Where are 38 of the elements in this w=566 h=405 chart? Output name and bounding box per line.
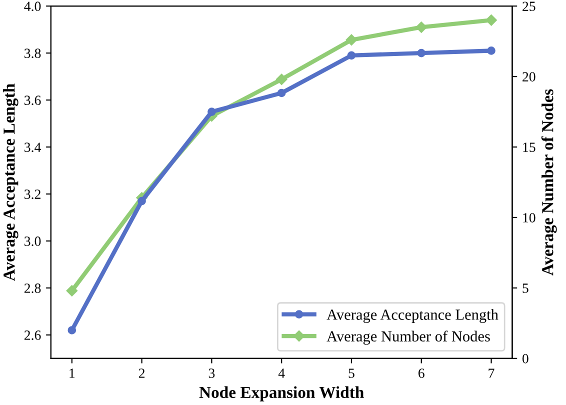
- x-tick-label: 3: [208, 368, 215, 378]
- point: [277, 88, 286, 98]
- x-axis-title: Node Expansion Width: [199, 386, 364, 402]
- x-tick-label: 1: [70, 368, 75, 378]
- y-tick-label: 3.2: [24, 190, 40, 200]
- x-tick-label: 5: [348, 368, 354, 378]
- point: [487, 46, 496, 55]
- y-tick-label: 2.6: [24, 330, 41, 340]
- y-tick-label: 3.8: [24, 48, 41, 58]
- y-tick-label: 3.0: [24, 236, 41, 246]
- point: [208, 108, 216, 116]
- legend-label: Average Acceptance Length: [326, 309, 498, 323]
- legend-label: Average Number of Nodes: [326, 330, 490, 345]
- y2-tick-label: 20: [522, 72, 536, 82]
- point: [347, 51, 356, 60]
- point: [346, 34, 358, 46]
- point: [68, 326, 76, 334]
- y-tick-label: 4.0: [24, 2, 41, 12]
- x-tick-label: 7: [488, 368, 494, 378]
- y2-tick-label: 10: [523, 213, 536, 222]
- point: [66, 285, 78, 296]
- point: [276, 74, 288, 85]
- y2-tick-label: 15: [523, 142, 536, 152]
- y2-tick-label: 0: [522, 354, 528, 364]
- y-axis-title: Average Acceptance Length: [3, 84, 18, 281]
- y2-tick-label: 25: [522, 2, 536, 12]
- y-tick-label: 3.4: [24, 142, 41, 152]
- x-tick-label: 2: [138, 368, 145, 378]
- y2-axis-title: Average Number of Nodes: [541, 89, 557, 276]
- x-tick-label: 4: [278, 368, 285, 378]
- point: [416, 22, 427, 33]
- y-tick-label: 2.8: [24, 284, 41, 293]
- point: [486, 14, 497, 26]
- x-tick-label: 6: [418, 368, 424, 378]
- y-tick-label: 3.6: [24, 96, 41, 106]
- point: [138, 196, 146, 206]
- point: [417, 48, 426, 58]
- y2-tick-label: 5: [522, 284, 528, 293]
